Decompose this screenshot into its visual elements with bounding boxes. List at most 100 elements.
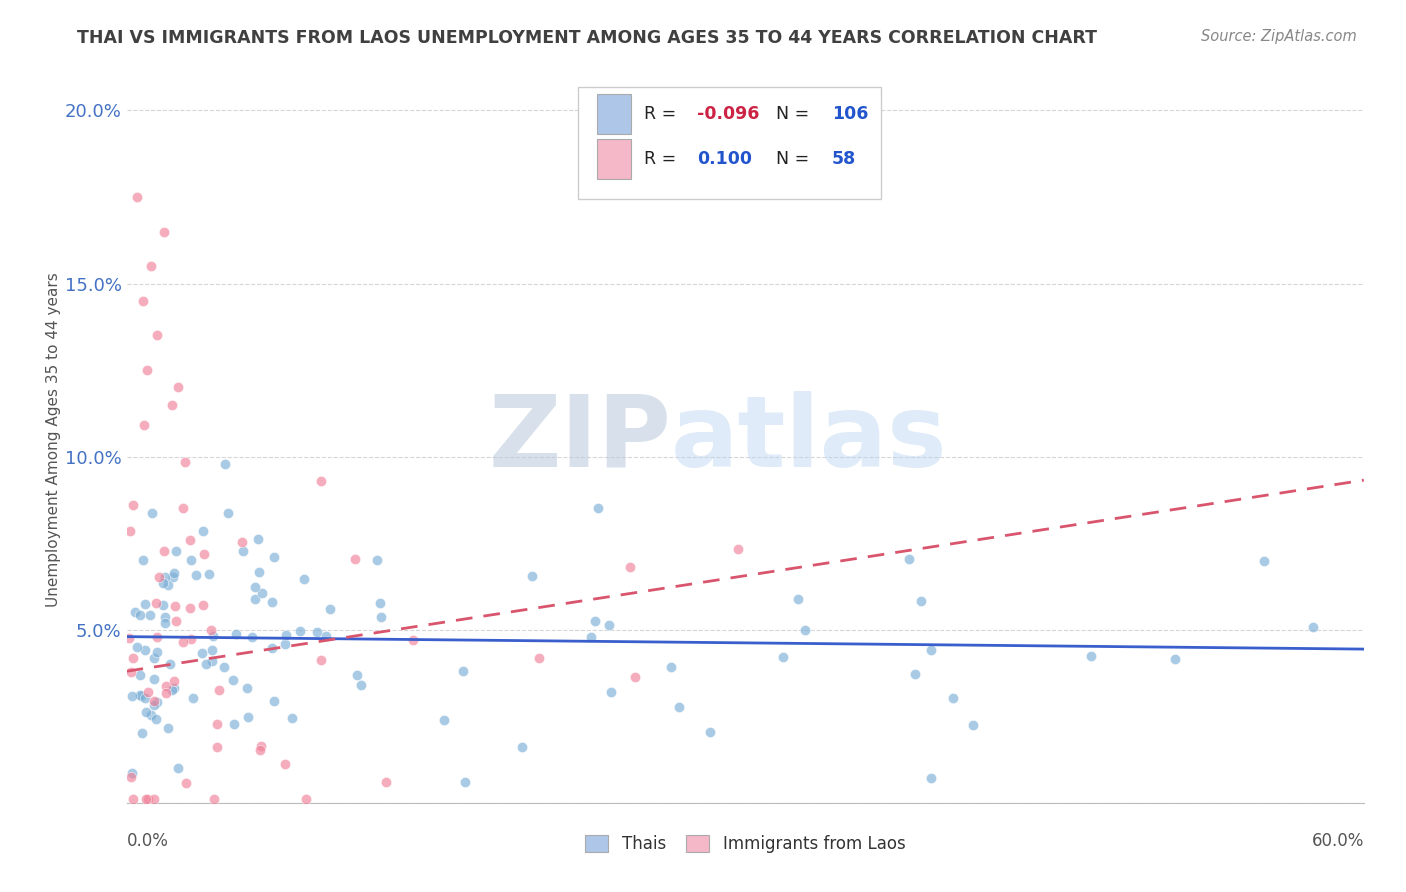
Point [155,616,177,631]
Point [250,586,273,600]
Point [910,593,932,607]
Point [153,570,176,584]
Point [128,688,150,702]
Point [152,225,174,239]
Point [127,640,149,654]
Point [201,629,224,643]
Point [155,686,177,700]
Point [160,398,183,412]
Point [141,506,163,520]
Point [152,544,174,558]
Point [194,657,217,671]
Point [159,657,181,672]
Point [579,630,602,644]
Point [145,712,167,726]
Point [162,570,184,584]
Point [174,775,197,789]
Point [772,649,794,664]
Point [600,684,623,698]
Point [193,524,215,538]
Point [165,614,187,628]
Point [274,756,297,771]
Point [260,641,283,656]
Point [152,576,174,591]
Point [263,694,285,708]
Point [152,598,174,612]
Point [129,607,152,622]
Point [167,380,190,394]
Point [174,455,197,469]
Point [374,775,396,789]
Point [201,643,224,657]
Point [343,551,366,566]
Point [121,498,143,512]
Point [288,624,311,639]
Point [451,664,474,678]
Point [132,417,155,432]
Point [246,532,269,546]
Point [139,608,162,623]
Point [146,695,169,709]
Point [1253,554,1275,568]
Point [120,665,142,680]
Point [307,625,329,640]
Text: Source: ZipAtlas.com: Source: ZipAtlas.com [1201,29,1357,45]
Point [699,725,721,739]
Point [179,533,201,548]
Point [921,771,943,785]
Point [132,552,155,566]
Point [1080,648,1102,663]
Point [146,328,169,343]
Point [143,650,166,665]
Point [214,457,236,471]
Point [236,710,259,724]
Point [134,597,156,611]
Point [668,700,690,714]
Point [124,605,146,619]
Point [136,363,159,377]
Point [1302,620,1324,634]
Point [125,190,148,204]
Point [433,713,456,727]
Point [243,592,266,607]
Point [727,541,749,556]
Point [162,681,184,696]
Point [191,599,214,613]
Point [180,553,202,567]
FancyBboxPatch shape [596,139,631,179]
Point [942,691,965,706]
Point [247,565,270,579]
Y-axis label: Unemployment Among Ages 35 to 44 years: Unemployment Among Ages 35 to 44 years [46,272,60,607]
Text: -0.096: -0.096 [697,105,759,123]
FancyBboxPatch shape [578,87,882,200]
Text: N =: N = [765,105,814,123]
Point [186,568,208,582]
Point [370,609,392,624]
Point [205,739,228,754]
Point [281,711,304,725]
Point [898,552,921,566]
Point [118,631,141,645]
Point [583,614,606,628]
Point [624,670,647,684]
Point [163,674,186,689]
Text: R =: R = [644,105,682,123]
Point [1163,652,1185,666]
Point [222,673,245,687]
Point [136,792,159,806]
Text: R =: R = [644,151,682,169]
Point [122,792,145,806]
Point [217,506,239,520]
Point [191,646,214,660]
Point [120,524,142,538]
Point [240,630,263,644]
Text: 0.100: 0.100 [697,151,752,169]
Point [295,792,318,806]
Point [134,690,156,705]
Point [249,743,271,757]
Point [350,678,373,692]
Text: 0.0%: 0.0% [127,832,169,850]
Point [121,690,143,704]
Text: 58: 58 [832,151,856,169]
Point [135,792,157,806]
